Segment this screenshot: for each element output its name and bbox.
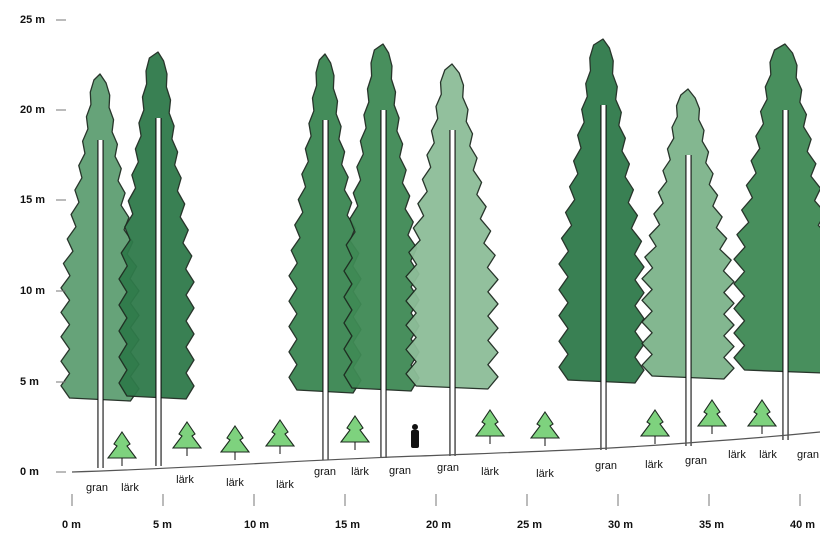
species-label: lärk bbox=[481, 466, 499, 478]
species-label: lärk bbox=[645, 459, 663, 471]
species-label: gran bbox=[389, 465, 411, 477]
species-label: gran bbox=[797, 449, 819, 461]
species-label: lärk bbox=[121, 482, 139, 494]
species-label: lärk bbox=[351, 466, 369, 478]
species-label: lärk bbox=[276, 479, 294, 491]
y-axis-label: 20 m bbox=[20, 104, 45, 116]
x-axis-label: 15 m bbox=[335, 519, 360, 531]
person-head bbox=[412, 424, 418, 430]
species-label: lärk bbox=[226, 477, 244, 489]
species-label: gran bbox=[685, 455, 707, 467]
x-axis-label: 25 m bbox=[517, 519, 542, 531]
forest-profile: 25 m 20 m 15 m 10 m 5 m 0 m 0 m 5 m 10 m 15 m 20 m… bbox=[0, 0, 820, 533]
species-label: lärk bbox=[536, 468, 554, 480]
species-label: gran bbox=[595, 460, 617, 472]
tree-trunk-fill bbox=[784, 110, 788, 440]
y-axis-label: 5 m bbox=[20, 376, 39, 388]
tree-trunk-fill bbox=[602, 105, 606, 450]
x-axis-label: 40 m bbox=[790, 519, 815, 531]
x-axis-label: 30 m bbox=[608, 519, 633, 531]
species-label: lärk bbox=[176, 474, 194, 486]
x-axis-label: 0 m bbox=[62, 519, 81, 531]
species-label: gran bbox=[437, 462, 459, 474]
tree-trunk-fill bbox=[157, 118, 161, 466]
tree-trunk-fill bbox=[687, 155, 691, 446]
y-axis-label: 25 m bbox=[20, 14, 45, 26]
x-axis-label: 35 m bbox=[699, 519, 724, 531]
species-label: lärk bbox=[728, 449, 746, 461]
species-label: lärk bbox=[759, 449, 777, 461]
species-label: gran bbox=[314, 466, 336, 478]
species-label: gran bbox=[86, 482, 108, 494]
y-axis-label: 10 m bbox=[20, 285, 45, 297]
x-axis-label: 5 m bbox=[153, 519, 172, 531]
y-axis-label: 15 m bbox=[20, 194, 45, 206]
tree-trunk-fill bbox=[99, 140, 103, 468]
tree-trunk-fill bbox=[324, 120, 328, 460]
tree-trunk-fill bbox=[451, 130, 455, 456]
person-body bbox=[411, 430, 419, 448]
tree-trunk-fill bbox=[382, 110, 386, 458]
y-axis-label: 0 m bbox=[20, 466, 39, 478]
x-axis-label: 20 m bbox=[426, 519, 451, 531]
x-axis-label: 10 m bbox=[244, 519, 269, 531]
